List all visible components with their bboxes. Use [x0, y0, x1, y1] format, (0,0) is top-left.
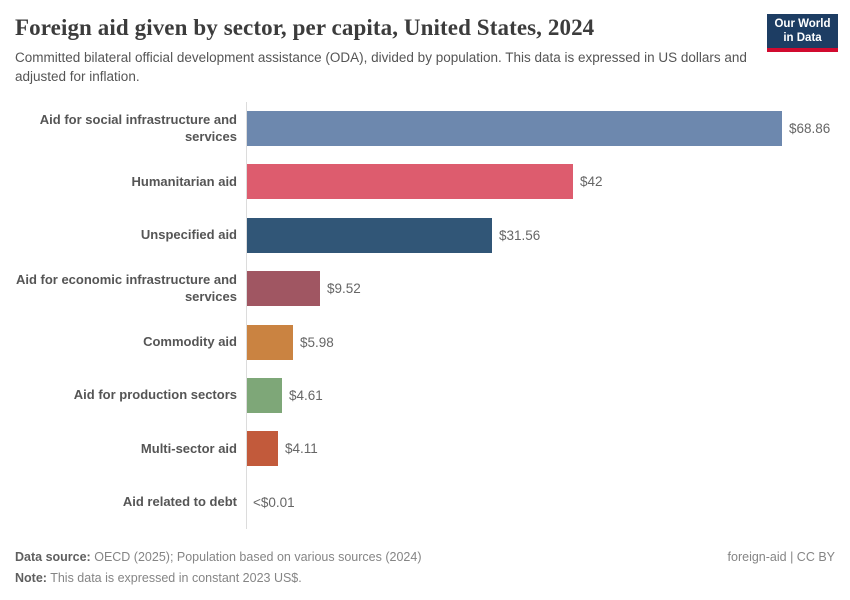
note-text: This data is expressed in constant 2023 …: [50, 570, 302, 585]
category-label: Aid for production sectors: [73, 387, 237, 403]
plot-area: $42: [246, 155, 850, 208]
logo-text-line2: in Data: [783, 32, 822, 44]
chart-row: Commodity aid $5.98: [0, 315, 850, 368]
data-source-line: Data source: OECD (2025); Population bas…: [15, 547, 421, 568]
chart-row: Aid related to debt <$0.01: [0, 476, 850, 529]
chart-row: Aid for production sectors $4.61: [0, 369, 850, 422]
value-label: $42: [580, 174, 603, 190]
value-label: $9.52: [327, 281, 361, 297]
chart-subtitle: Committed bilateral official development…: [15, 49, 747, 84]
category-label: Humanitarian aid: [131, 173, 237, 189]
chart-row: Multi-sector aid $4.11: [0, 422, 850, 475]
bar: [246, 324, 293, 360]
logo-text-line1: Our World: [774, 17, 831, 30]
category-label: Unspecified aid: [140, 226, 237, 242]
bar-chart: Aid for social infrastructure and servic…: [0, 101, 850, 530]
plot-area: $4.11: [246, 422, 850, 475]
category-label: Aid for economic infrastructure and serv…: [15, 271, 237, 304]
owid-logo: Our World in Data: [767, 14, 838, 52]
license-text: foreign-aid | CC BY: [727, 550, 835, 565]
chart-row: Humanitarian aid $42: [0, 155, 850, 208]
value-label: $4.11: [285, 441, 318, 457]
note-line: Note: This data is expressed in constant…: [15, 568, 421, 589]
bar: [246, 378, 282, 414]
bar: [246, 164, 573, 200]
y-axis-line: [246, 101, 247, 530]
value-label: $4.61: [289, 388, 323, 404]
value-label: $68.86: [789, 121, 831, 137]
bar: [246, 111, 782, 147]
note-label: Note:: [15, 570, 47, 585]
chart-footer: Data source: OECD (2025); Population bas…: [0, 547, 850, 588]
plot-area: $9.52: [246, 262, 850, 315]
value-label: $31.56: [499, 227, 541, 243]
bar: [246, 217, 492, 253]
data-source-text: OECD (2025); Population based on various…: [94, 550, 422, 565]
category-label: Aid related to debt: [122, 493, 237, 509]
category-label: Multi-sector aid: [140, 440, 237, 456]
plot-area: <$0.01: [246, 476, 850, 529]
footer-source-note: Data source: OECD (2025); Population bas…: [15, 547, 421, 588]
page-title: Foreign aid given by sector, per capita,…: [15, 15, 595, 40]
plot-area: $31.56: [246, 209, 850, 262]
category-label: Aid for social infrastructure and servic…: [39, 111, 237, 144]
bar: [246, 271, 320, 307]
bar: [246, 431, 278, 467]
value-label: <$0.01: [253, 494, 295, 510]
chart-row: Aid for social infrastructure and servic…: [0, 102, 850, 155]
chart-header: Foreign aid given by sector, per capita,…: [0, 0, 850, 86]
chart-row: Unspecified aid $31.56: [0, 209, 850, 262]
chart-row: Aid for economic infrastructure and serv…: [0, 262, 850, 315]
plot-area: $5.98: [246, 315, 850, 368]
data-source-label: Data source:: [15, 550, 91, 565]
plot-area: $68.86: [246, 102, 850, 155]
plot-area: $4.61: [246, 369, 850, 422]
category-label: Commodity aid: [143, 333, 237, 349]
value-label: $5.98: [300, 334, 334, 350]
